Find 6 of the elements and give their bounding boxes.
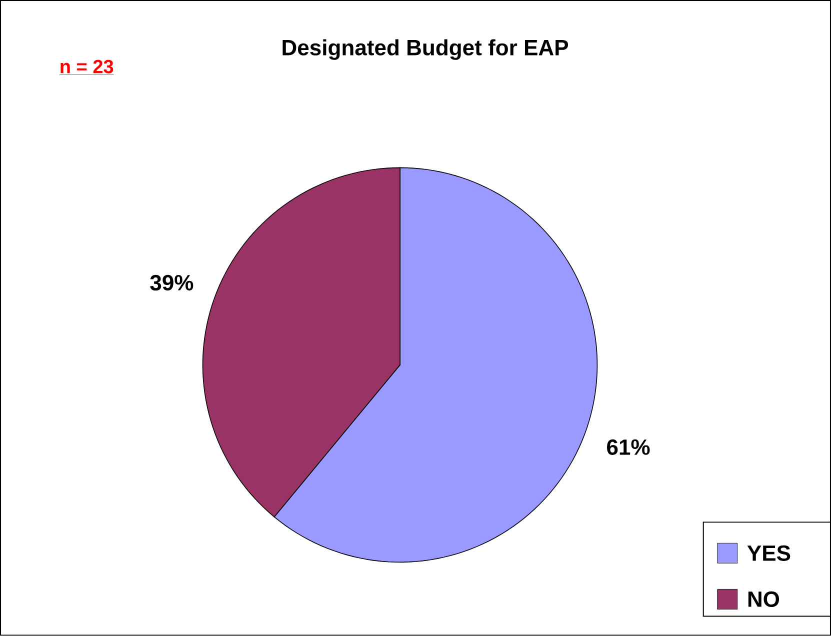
- text: n = 23: [60, 60, 114, 74]
- chart-title: Designated Budget for EAP: [282, 39, 568, 60]
- legend-label: YES: [747, 545, 790, 562]
- data-label: 61%: [607, 439, 650, 456]
- legend-label: NO: [748, 592, 780, 608]
- data-label: 39%: [150, 275, 194, 291]
